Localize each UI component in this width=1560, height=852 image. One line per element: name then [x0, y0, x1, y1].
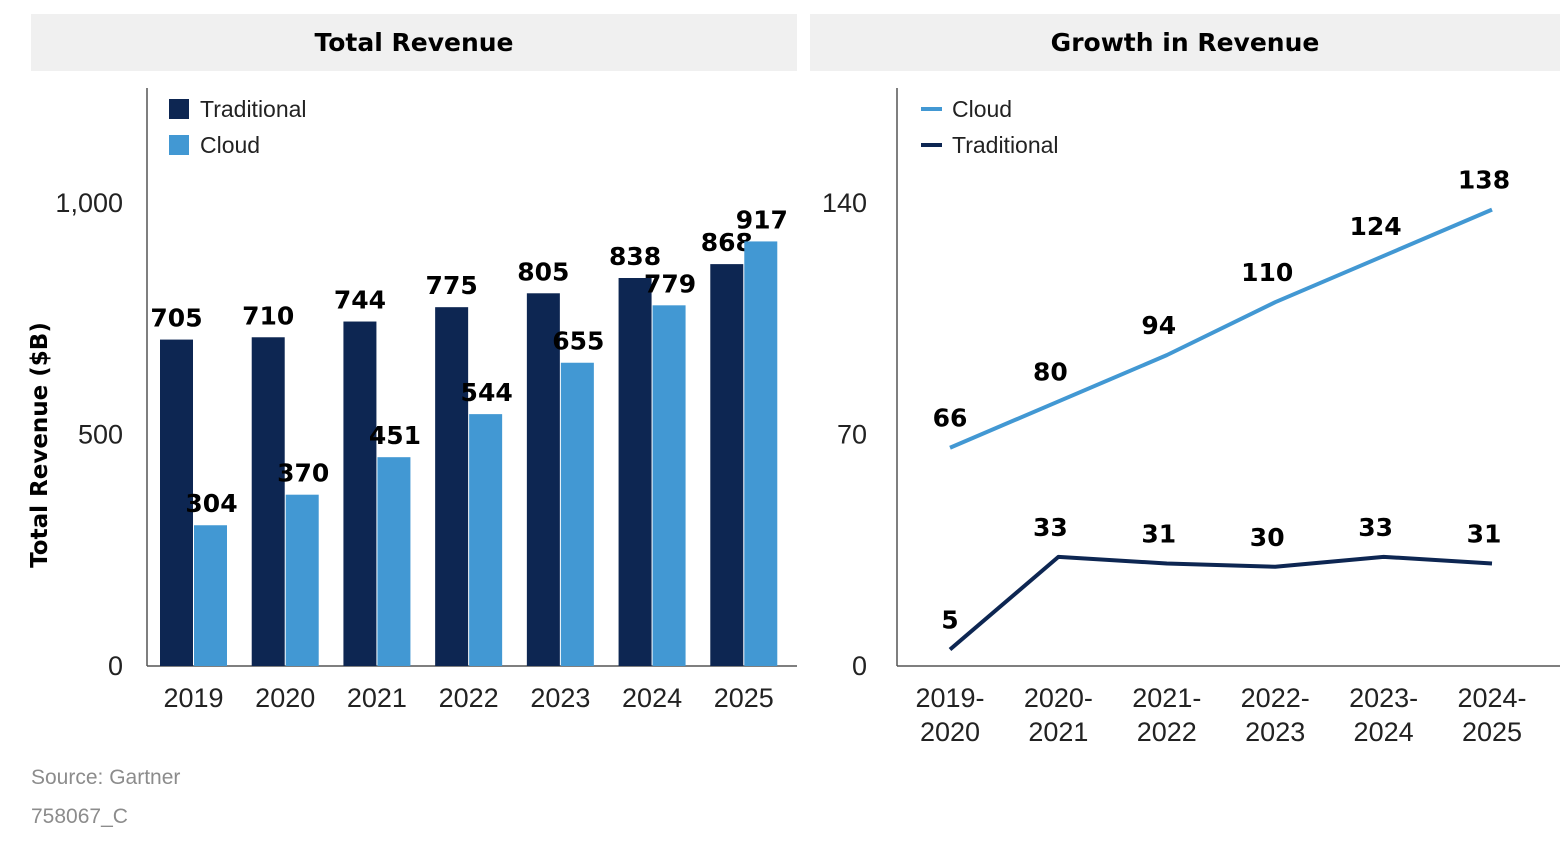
line-label-cloud-2: 94	[1141, 311, 1176, 340]
bar-x-tick-label: 2022	[439, 683, 499, 713]
line-label-cloud-1: 80	[1033, 357, 1068, 386]
bar-x-tick-label: 2023	[530, 683, 590, 713]
bar-label-traditional-2024: 838	[609, 242, 661, 271]
line-label-traditional-5: 31	[1467, 519, 1502, 548]
line-label-traditional-4: 33	[1358, 513, 1393, 542]
figure-code: 758067_C	[31, 805, 128, 828]
bar-y-tick-label: 0	[108, 651, 123, 681]
line-x-tick-label: 2023- 2024	[1349, 683, 1418, 747]
bar-label-traditional-2019: 705	[150, 304, 202, 333]
line-x-tick-label-part: 2021-	[1132, 683, 1201, 713]
bar-label-cloud-2021: 451	[369, 421, 421, 450]
bar-cloud-2019	[194, 525, 227, 666]
bar-label-traditional-2021: 744	[334, 286, 386, 315]
bar-label-cloud-2022: 544	[461, 378, 513, 407]
growth-revenue-title: Growth in Revenue	[810, 14, 1560, 71]
bar-cloud-2020	[285, 494, 319, 666]
bar-traditional-2022	[435, 307, 469, 666]
bar-traditional-2024	[618, 278, 652, 666]
bar-label-traditional-2025: 868	[701, 228, 753, 257]
line-series-cloud	[949, 207, 1493, 450]
bar-label-cloud-2024: 779	[644, 269, 696, 298]
bar-x-tick-label: 2021	[347, 683, 407, 713]
growth-revenue-line-chart: 0701402019-20202020-20212021-20222022-20…	[822, 88, 1560, 747]
line-x-tick-label-part: 2020-	[1024, 683, 1093, 713]
line-x-tick-label: 2022- 2023	[1241, 683, 1310, 747]
bar-traditional-2025	[710, 264, 744, 666]
line-label-cloud-0: 66	[933, 404, 968, 433]
bar-traditional-2019	[160, 339, 193, 666]
bar-y-axis-label: Total Revenue ($B)	[27, 322, 53, 568]
bar-cloud-2023	[560, 362, 594, 666]
legend-label-cloud: Cloud	[200, 132, 260, 158]
bar-label-cloud-2020: 370	[277, 459, 329, 488]
bar-cloud-2024	[652, 305, 686, 666]
line-x-tick-label-part: 2022-	[1241, 683, 1310, 713]
line-x-tick-label-part: 2025	[1462, 717, 1522, 747]
bar-label-traditional-2022: 775	[426, 271, 478, 300]
line-label-traditional-0: 5	[941, 605, 958, 634]
bar-traditional-2021	[343, 321, 377, 666]
total-revenue-bar-chart: 0 500 1,000 Total Revenue ($B) 705 304 2019 710…	[27, 88, 797, 713]
line-label-cloud-3: 110	[1241, 258, 1293, 287]
bar-traditional-2020	[251, 337, 285, 666]
line-x-tick-label: 2021- 2022	[1132, 683, 1201, 747]
line-y-tick-label: 140	[822, 188, 867, 218]
line-label-traditional-1: 33	[1033, 513, 1068, 542]
legend-swatch-cloud	[169, 135, 189, 155]
bar-cloud-2025	[744, 241, 778, 666]
line-y-tick-label: 70	[837, 420, 867, 450]
total-revenue-title: Total Revenue	[31, 14, 797, 71]
line-x-tick-label-part: 2024-	[1457, 683, 1526, 713]
bar-label-cloud-2025: 917	[736, 205, 788, 234]
bar-x-tick-label: 2020	[255, 683, 315, 713]
line-x-tick-label-part: 2019-	[915, 683, 984, 713]
source-note: Source: Gartner	[31, 766, 181, 789]
line-x-tick-label-part: 2021	[1028, 717, 1088, 747]
line-x-tick-label: 2024- 2025	[1457, 683, 1526, 747]
bar-x-tick-label: 2024	[622, 683, 682, 713]
bar-cloud-2022	[469, 414, 503, 666]
legend-label-line-cloud: Cloud	[952, 96, 1012, 122]
line-x-tick-label-part: 2020	[920, 717, 980, 747]
bar-x-tick-label: 2025	[714, 683, 774, 713]
line-x-tick-label: 2019- 2020	[915, 683, 984, 747]
line-x-tick-label-part: 2022	[1137, 717, 1197, 747]
legend-label-line-traditional: Traditional	[952, 132, 1059, 158]
line-x-tick-label: 2020- 2021	[1024, 683, 1093, 747]
legend-label-traditional: Traditional	[200, 96, 307, 122]
bar-y-tick-label: 500	[78, 420, 123, 450]
bar-x-tick-label: 2019	[163, 683, 223, 713]
bar-label-traditional-2023: 805	[517, 257, 569, 286]
line-label-cloud-4: 124	[1350, 212, 1402, 241]
line-y-tick-label: 0	[852, 651, 867, 681]
line-label-traditional-2: 31	[1141, 519, 1176, 548]
line-x-tick-label-part: 2023-	[1349, 683, 1418, 713]
line-x-tick-label-part: 2024	[1354, 717, 1414, 747]
line-series-traditional	[948, 554, 1493, 651]
line-x-tick-label-part: 2023	[1245, 717, 1305, 747]
bar-label-traditional-2020: 710	[242, 301, 294, 330]
bar-y-tick-label: 1,000	[55, 188, 123, 218]
bar-cloud-2021	[377, 457, 411, 666]
line-label-cloud-5: 138	[1458, 166, 1510, 195]
bar-traditional-2023	[526, 293, 560, 666]
bar-label-cloud-2019: 304	[185, 489, 237, 518]
line-label-traditional-3: 30	[1250, 523, 1285, 552]
bar-label-cloud-2023: 655	[552, 327, 604, 356]
legend-swatch-traditional	[169, 99, 189, 119]
